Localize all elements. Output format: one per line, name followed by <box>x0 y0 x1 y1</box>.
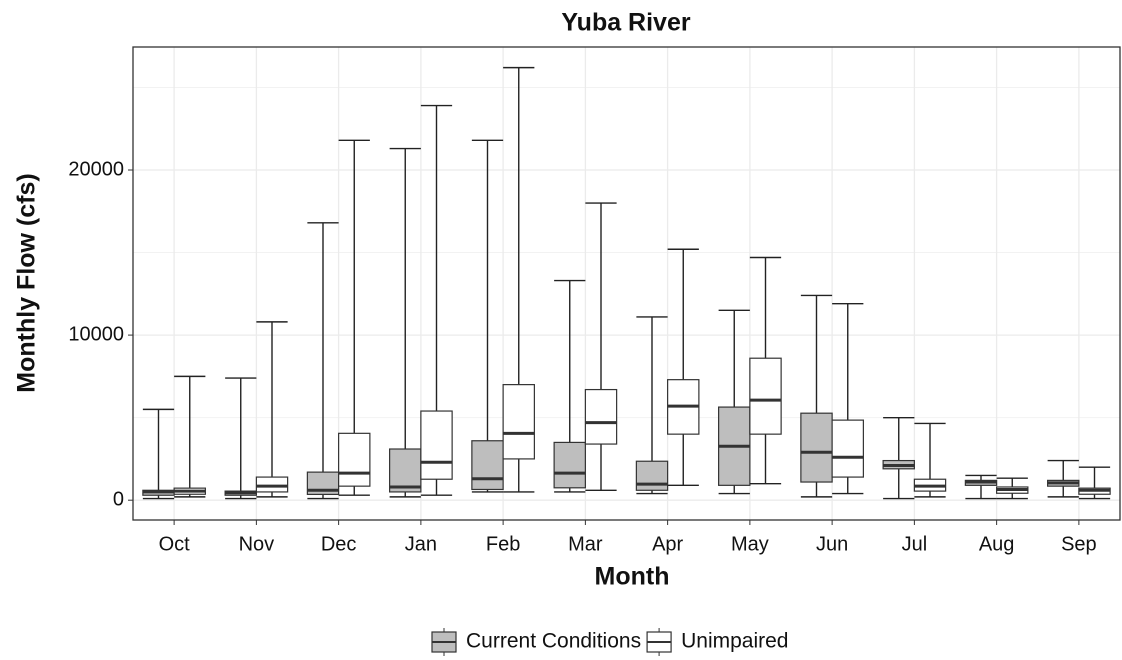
box <box>471 440 504 491</box>
y-tick-label: 10000 <box>68 323 124 345</box>
x-tick-label: May <box>731 533 769 555</box>
box <box>831 419 864 478</box>
box <box>553 441 586 489</box>
y-axis-label: Monthly Flow (cfs) <box>13 173 41 392</box>
y-tick-label: 0 <box>113 488 124 510</box>
x-tick-label: Jul <box>902 533 928 555</box>
legend-label: Unimpaired <box>681 630 788 653</box>
box <box>749 357 782 435</box>
y-tick-label: 20000 <box>68 158 124 180</box>
panel-border <box>132 46 1121 521</box>
x-tick-label: Mar <box>568 533 603 555</box>
x-tick-label: Dec <box>321 533 357 555</box>
x-tick-label: Aug <box>979 533 1015 555</box>
box <box>635 460 669 491</box>
x-tick-label: Oct <box>159 533 191 555</box>
box <box>338 432 371 487</box>
x-tick-label: Sep <box>1061 533 1097 555</box>
box <box>584 388 618 445</box>
x-axis-label: Month <box>595 563 670 591</box>
box <box>420 410 453 480</box>
x-tick-label: Jan <box>405 533 437 555</box>
x-tick-label: Nov <box>239 533 275 555</box>
legend-label: Current Conditions <box>466 630 641 653</box>
x-tick-label: Feb <box>486 533 520 555</box>
x-tick-label: Jun <box>816 533 848 555</box>
box <box>800 412 833 483</box>
box <box>502 384 535 460</box>
x-tick-label: Apr <box>652 533 683 555</box>
box <box>255 476 289 493</box>
chart-title: Yuba River <box>561 9 690 37</box>
